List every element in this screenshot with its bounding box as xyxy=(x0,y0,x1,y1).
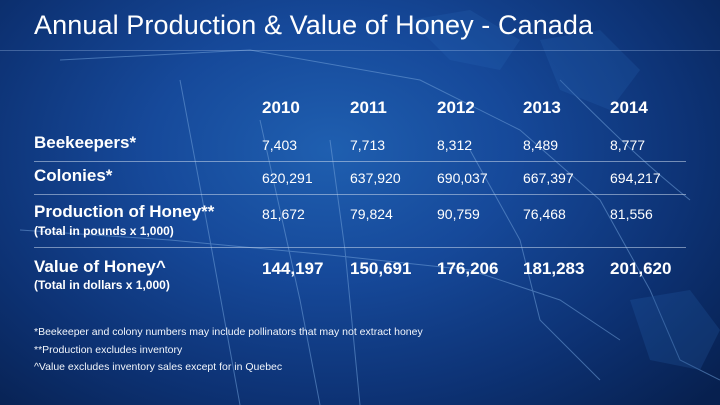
year-header: 2014 xyxy=(610,98,648,117)
row-label-colonies: Colonies* xyxy=(34,166,113,185)
table-cell: 7,713 xyxy=(350,137,386,153)
table-cell: 8,489 xyxy=(523,137,559,153)
row-divider xyxy=(34,161,686,162)
table-cell: 620,291 xyxy=(262,170,313,186)
table-cell: 8,777 xyxy=(610,137,646,153)
table-cell: 81,556 xyxy=(610,206,653,222)
table-cell: 637,920 xyxy=(350,170,401,186)
table-cell: 7,403 xyxy=(262,137,298,153)
row-sublabel-production: (Total in pounds x 1,000) xyxy=(34,224,174,238)
year-header: 2011 xyxy=(350,98,387,117)
year-header: 2012 xyxy=(437,98,475,117)
table-cell: 79,824 xyxy=(350,206,393,222)
row-label-beekeepers: Beekeepers* xyxy=(34,133,137,152)
row-divider xyxy=(34,194,686,195)
table-cell: 667,397 xyxy=(523,170,574,186)
year-header: 2010 xyxy=(262,98,300,117)
footnote: *Beekeeper and colony numbers may includ… xyxy=(34,326,423,338)
table-cell: 181,283 xyxy=(523,259,585,278)
table-cell: 76,468 xyxy=(523,206,566,222)
row-sublabel-value: (Total in dollars x 1,000) xyxy=(34,278,170,292)
table-cell: 81,672 xyxy=(262,206,305,222)
table-cell: 90,759 xyxy=(437,206,480,222)
row-label-value: Value of Honey^ xyxy=(34,257,166,276)
table-cell: 150,691 xyxy=(350,259,412,278)
table-cell: 8,312 xyxy=(437,137,473,153)
table-cell: 694,217 xyxy=(610,170,661,186)
year-header: 2013 xyxy=(523,98,561,117)
footnote: **Production excludes inventory xyxy=(34,344,183,356)
table-cell: 690,037 xyxy=(437,170,488,186)
page-title: Annual Production & Value of Honey - Can… xyxy=(34,10,594,40)
table-cell: 144,197 xyxy=(262,259,324,278)
row-divider xyxy=(34,247,686,248)
row-label-production: Production of Honey** xyxy=(34,202,215,221)
table-cell: 176,206 xyxy=(437,259,499,278)
table-cell: 201,620 xyxy=(610,259,672,278)
title-divider xyxy=(0,50,720,51)
footnote: ^Value excludes inventory sales except f… xyxy=(34,361,283,373)
